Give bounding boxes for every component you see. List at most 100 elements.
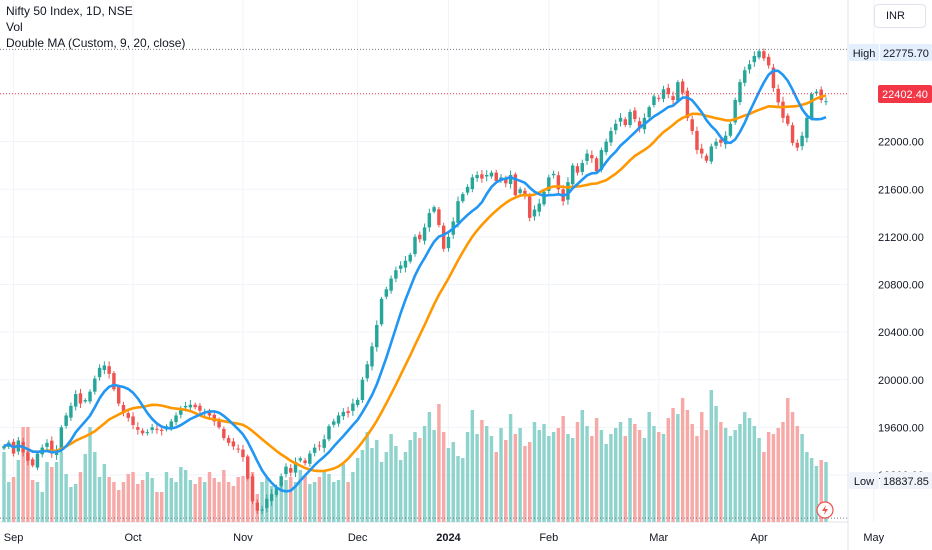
candle-body xyxy=(93,378,97,392)
candle-body xyxy=(59,427,64,450)
volume-bar xyxy=(241,476,245,522)
volume-bar xyxy=(389,434,393,522)
candle-body xyxy=(179,409,183,415)
chart-legend: Nifty 50 Index, 1D, NSE Vol Double MA (C… xyxy=(6,3,185,51)
volume-bar xyxy=(64,474,68,522)
candle-body xyxy=(776,88,780,103)
volume-bar xyxy=(121,482,126,522)
high-value: 22775.70 xyxy=(883,48,929,60)
currency-button[interactable]: INR xyxy=(874,4,926,28)
volume-bar xyxy=(599,430,604,522)
volume-bar xyxy=(771,434,776,522)
candle-body xyxy=(169,421,173,429)
candle-body xyxy=(814,91,819,94)
candle-body xyxy=(714,141,718,146)
candle-body xyxy=(83,400,87,402)
candle-body xyxy=(389,278,393,291)
low-label-badge xyxy=(849,472,879,489)
volume-bar xyxy=(16,460,21,522)
volume-bar xyxy=(174,482,178,522)
candle-body xyxy=(470,177,475,190)
candle-body xyxy=(121,405,126,414)
volume-bar xyxy=(97,477,102,522)
volume-bar xyxy=(527,442,532,522)
time-tick-label: 2024 xyxy=(436,532,461,544)
volume-bar xyxy=(231,486,236,522)
candle-body xyxy=(260,509,264,511)
volume-bar xyxy=(427,412,432,522)
volume-bar xyxy=(116,490,121,522)
candle-body xyxy=(609,130,613,143)
candle-body xyxy=(217,419,221,428)
volume-bar xyxy=(752,426,757,522)
volume-bar xyxy=(360,450,365,522)
symbol-title[interactable]: Nifty 50 Index, 1D, NSE xyxy=(6,4,133,18)
candle-body xyxy=(198,405,202,411)
volume-bar xyxy=(475,434,479,522)
candle-body xyxy=(427,213,432,228)
volume-bar xyxy=(585,426,589,522)
volume-bar xyxy=(446,448,451,522)
volume-bar xyxy=(738,424,742,522)
volume-bar xyxy=(714,406,718,522)
volume-bar xyxy=(456,456,460,522)
volume-bar xyxy=(203,482,207,522)
candle-body xyxy=(279,476,283,487)
candle-body xyxy=(422,227,427,241)
candle-body xyxy=(408,254,412,262)
volume-bar xyxy=(260,482,264,522)
candle-body xyxy=(494,172,498,181)
candle-body xyxy=(657,97,661,99)
candle-body xyxy=(700,148,704,154)
volume-bar xyxy=(441,432,446,522)
candle-body xyxy=(484,175,489,177)
candle-body xyxy=(222,428,226,439)
candle-body xyxy=(50,440,54,454)
candle-body xyxy=(188,404,193,408)
volume-bar xyxy=(284,480,288,522)
candle-body xyxy=(594,158,599,172)
candle-body xyxy=(599,150,604,170)
volume-bar xyxy=(461,458,465,522)
time-tick-label: Sep xyxy=(4,532,24,544)
volume-bar xyxy=(169,478,173,522)
volume-bar xyxy=(164,472,169,522)
volume-bar xyxy=(145,472,150,522)
volume-bar xyxy=(59,452,64,522)
candle-body xyxy=(800,135,804,147)
price-axis[interactable]: 22000.00 21600.00 21200.00 20800.00 20400.00… xyxy=(878,137,924,482)
volume-bar xyxy=(786,398,790,522)
indicator-legend[interactable]: Double MA (Custom, 9, 20, close) xyxy=(6,36,186,50)
volume-bar xyxy=(547,436,551,522)
volume-bar xyxy=(508,414,513,522)
volume-bar xyxy=(379,462,384,522)
volume-bar xyxy=(766,432,771,522)
volume-bar xyxy=(824,462,828,522)
volume-bar xyxy=(212,478,216,522)
time-axis[interactable]: Sep Oct Nov Dec 2024 Feb Mar Apr May xyxy=(4,532,885,544)
volume-bar xyxy=(375,440,379,522)
volume-bar xyxy=(26,427,30,522)
lightning-icon[interactable] xyxy=(816,501,834,519)
candle-body xyxy=(308,453,312,464)
candle-body xyxy=(250,476,255,502)
grid xyxy=(0,0,875,550)
volume-bar xyxy=(140,480,145,522)
candle-body xyxy=(375,325,379,348)
candle-body xyxy=(159,429,164,431)
volume-bar xyxy=(83,454,87,522)
candle-body xyxy=(317,445,322,447)
volume-legend[interactable]: Vol xyxy=(6,20,23,34)
volume-bar xyxy=(336,480,341,522)
volume-bar xyxy=(365,432,369,522)
candle-body xyxy=(126,413,130,418)
candle-body xyxy=(394,270,398,279)
candle-body xyxy=(499,177,503,180)
candle-body xyxy=(26,452,30,461)
candle-body xyxy=(384,289,389,297)
volume-bar xyxy=(384,452,389,522)
volume-bar xyxy=(805,452,809,522)
price-tick-label: 21200.00 xyxy=(878,232,924,244)
